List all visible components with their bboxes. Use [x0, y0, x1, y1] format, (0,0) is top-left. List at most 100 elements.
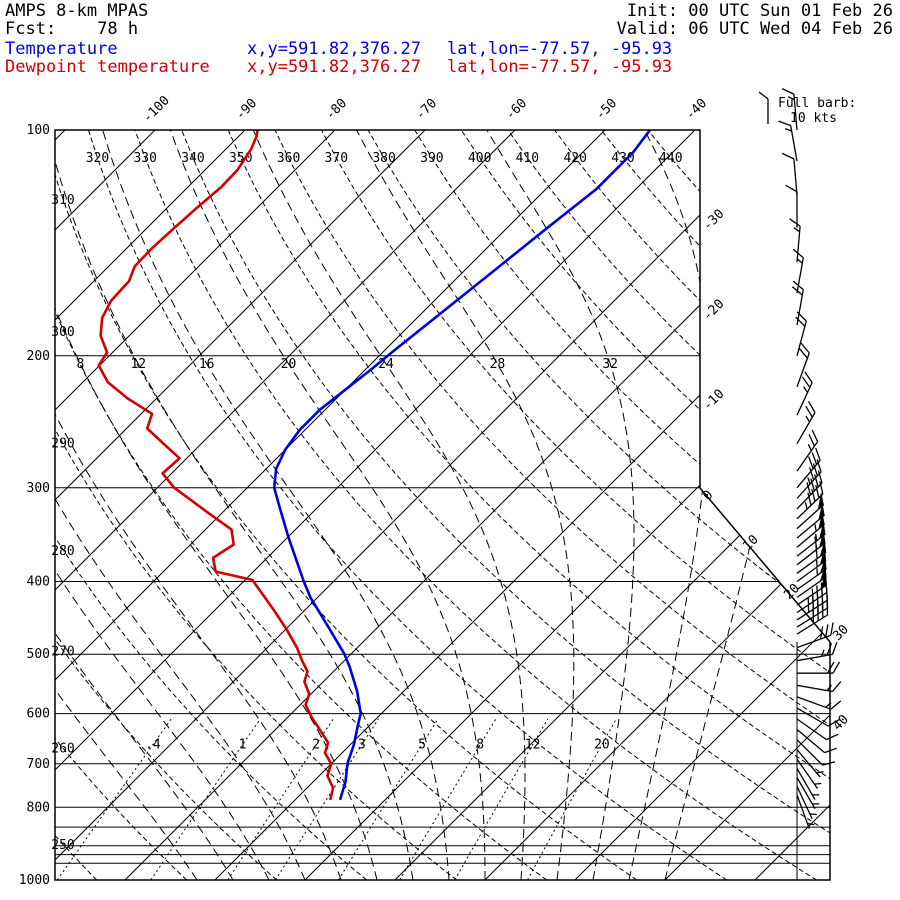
- wind-barb: [792, 248, 804, 294]
- moist-adiabat-label-16: 16: [199, 357, 215, 372]
- wind-barb: [796, 641, 838, 662]
- pressure-label-300: 300: [27, 481, 50, 496]
- isotherm-label-right--20: -20: [700, 297, 727, 324]
- dry-adiabat-240: [0, 130, 7, 880]
- moist-adiabat-40: [664, 130, 804, 880]
- wind-barb: [781, 88, 798, 131]
- dry-adiabat-340: [181, 130, 830, 880]
- dry-adiabat-390: [414, 130, 830, 880]
- temperature-trace: [272, 130, 652, 801]
- dry-adiabat-380: [367, 130, 830, 880]
- grid-layer: [0, 130, 830, 880]
- wind-barbs-layer: [778, 88, 842, 880]
- moist-adiabat-4: [55, 130, 342, 880]
- barb-legend-line1: Full barb:: [778, 96, 856, 111]
- dry-adiabat-410: [507, 130, 830, 880]
- wind-barb-legend: Full barb: 10 kts: [758, 91, 856, 126]
- moist-adiabat--12: [55, 130, 198, 880]
- wind-barb: [796, 481, 824, 520]
- wind-barb: [796, 758, 822, 789]
- dry-adiabat-290: [55, 130, 458, 880]
- wind-barb: [796, 447, 821, 489]
- theta-label-top-410: 410: [516, 151, 539, 166]
- dewpoint-grid-coords: x,y=591.82,376.27: [247, 57, 421, 77]
- mixing-ratio-label-1: 1: [239, 738, 247, 753]
- theta-label-top-320: 320: [86, 151, 109, 166]
- dry-adiabat-430: [600, 130, 830, 880]
- isotherm-line--80: [55, 130, 336, 880]
- pressure-label-400: 400: [27, 575, 50, 590]
- valid-time: Valid: 06 UTC Wed 04 Feb 26: [616, 19, 893, 39]
- wind-barb: [796, 601, 829, 635]
- wind-barb: [796, 594, 829, 628]
- theta-label-left-310: 310: [51, 193, 74, 208]
- theta-label-top-380: 380: [372, 151, 395, 166]
- wind-barb: [796, 371, 813, 416]
- moist-adiabat-label-20: 20: [281, 357, 297, 372]
- dry-adiabat-420: [554, 130, 830, 880]
- wind-barb: [796, 429, 819, 472]
- temperature-latlon: lat,lon=-77.57, -95.93: [447, 39, 673, 59]
- theta-label-left-250: 250: [51, 838, 74, 853]
- wind-barb: [796, 342, 810, 388]
- theta-label-left-290: 290: [51, 437, 74, 452]
- dewpoint-legend-label: Dewpoint temperature: [5, 57, 210, 77]
- theta-label-top-420: 420: [563, 151, 586, 166]
- wind-barb: [796, 739, 836, 766]
- plot-border: [54, 129, 831, 881]
- wind-barb: [789, 218, 801, 263]
- dry-adiabat-440: [647, 130, 830, 880]
- theta-label-top-370: 370: [325, 151, 348, 166]
- theta-label-top-340: 340: [181, 151, 204, 166]
- dry-adiabat-370: [321, 130, 830, 880]
- isotherm-label-top--40: -40: [683, 96, 710, 123]
- mixing-ratio-line-8: [399, 718, 497, 880]
- wind-barb: [781, 152, 798, 195]
- pressure-label-500: 500: [27, 647, 50, 662]
- dry-adiabat-330: [134, 130, 817, 880]
- dry-adiabat-310: [55, 130, 637, 880]
- moist-adiabat-28: [356, 130, 575, 880]
- mixing-ratio-line-5: [338, 718, 439, 880]
- wind-barb: [795, 311, 807, 356]
- theta-label-left-270: 270: [51, 645, 74, 660]
- isotherm-line-20: [484, 130, 830, 880]
- temperature-legend-label: Temperature: [5, 39, 118, 59]
- wind-barb: [796, 459, 822, 499]
- isotherm-label-right-30: 30: [830, 622, 852, 644]
- isotherm-line--100: [55, 130, 156, 880]
- wind-barb: [796, 470, 823, 510]
- isotherm-label-right-10: 10: [740, 532, 762, 554]
- wind-barb: [778, 120, 798, 162]
- barb-legend-line2: 10 kts: [790, 111, 837, 126]
- theta-label-left-260: 260: [51, 742, 74, 757]
- isotherm-label-top--80: -80: [323, 96, 350, 123]
- moist-adiabat-36: [628, 130, 710, 880]
- theta-label-top-440: 440: [659, 151, 682, 166]
- wind-barb: [796, 777, 820, 810]
- isotherm-label-top--60: -60: [503, 96, 530, 123]
- wind-barb: [796, 587, 828, 621]
- wind-barb: [796, 749, 824, 778]
- isotherm-line--90: [55, 130, 246, 880]
- moist-adiabat-24: [252, 130, 526, 880]
- wind-barb: [797, 661, 841, 674]
- isotherm-line--70: [55, 130, 426, 880]
- mixing-ratio-label-5: 5: [418, 738, 426, 753]
- mixing-ratio-line-20: [527, 718, 617, 880]
- pressure-label-200: 200: [27, 349, 50, 364]
- isotherm-line--60: [55, 130, 516, 880]
- isotherm-line--20: [124, 130, 830, 880]
- forecast-hour: Fcst: 78 h: [5, 19, 139, 39]
- dry-adiabat-280: [55, 130, 368, 880]
- theta-label-top-330: 330: [133, 151, 156, 166]
- theta-label-top-400: 400: [468, 151, 491, 166]
- wind-barb: [796, 681, 842, 693]
- isotherm-line--30: [55, 130, 786, 880]
- mixing-ratio-line-3: [274, 718, 379, 880]
- wind-barb: [796, 622, 834, 649]
- isotherm-line--50: [55, 130, 606, 880]
- model-title: AMPS 8-km MPAS: [5, 1, 149, 21]
- pressure-label-700: 700: [27, 757, 50, 772]
